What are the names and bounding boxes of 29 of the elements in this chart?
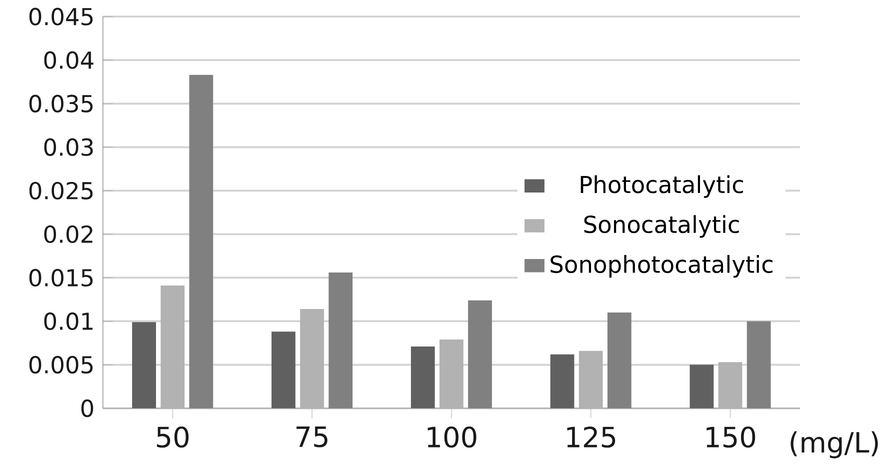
y-tick-label: 0.025 — [29, 182, 93, 200]
bar — [468, 300, 492, 408]
y-tick-label: 0.005 — [29, 356, 93, 374]
bar — [328, 272, 353, 408]
x-axis-title: (mg/L) — [790, 431, 878, 458]
bar — [690, 364, 714, 408]
y-tick-label: 0.01 — [44, 312, 93, 330]
x-tick-label: 125 — [567, 426, 616, 448]
x-tick-label: 75 — [296, 426, 328, 448]
bar — [746, 321, 771, 408]
y-tick-label: 0.035 — [29, 94, 93, 112]
bar — [410, 346, 435, 408]
y-tick-label: 0.02 — [44, 225, 92, 243]
y-tick-label: 0.03 — [44, 138, 93, 156]
y-tick-label: 0.045 — [29, 8, 93, 26]
legend-label: Photocatalytic — [580, 175, 744, 198]
x-tick-label: 100 — [428, 426, 476, 448]
x-tick-label: 50 — [156, 426, 189, 448]
y-tick-label: 0.04 — [44, 51, 94, 69]
bar — [272, 332, 296, 408]
legend-label: Sonocatalytic — [584, 214, 739, 238]
x-tick-label: 150 — [706, 426, 756, 448]
bar — [550, 354, 574, 408]
legend-label: Sonophotocatalytic — [550, 254, 772, 278]
y-tick-label: 0.015 — [29, 268, 93, 286]
bar — [132, 322, 156, 408]
bar — [189, 74, 214, 408]
y-tick-label: 0 — [81, 399, 94, 417]
bar — [607, 312, 632, 408]
